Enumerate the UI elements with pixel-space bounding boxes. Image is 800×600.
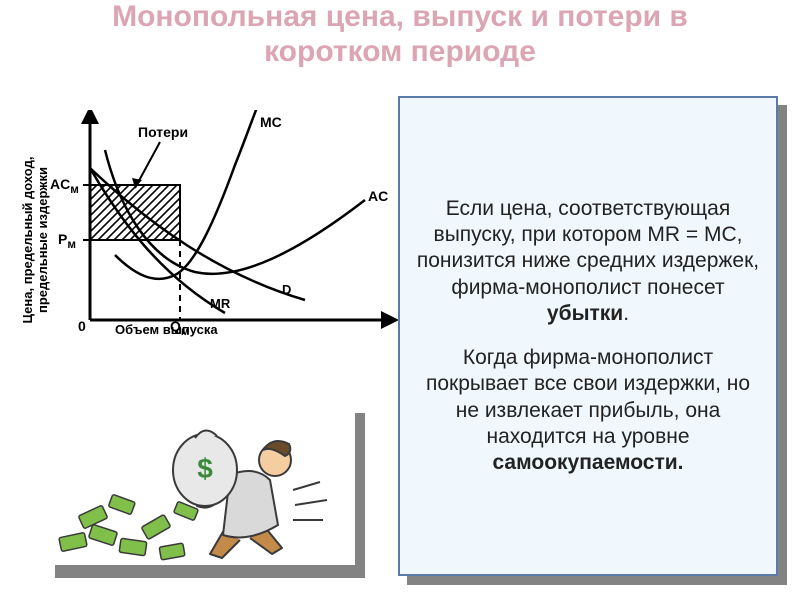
pm-tick-label: Pм: [58, 231, 76, 251]
paragraph-2: Когда фирма-монополист покрывает все сво…: [416, 345, 760, 476]
y-axis-label: Цена, предельный доход, предельные издер…: [20, 135, 50, 345]
mr-label: MR: [210, 296, 230, 311]
svg-text:$: $: [197, 453, 213, 484]
acm-tick-label: ACм: [50, 176, 79, 196]
mc-label: MC: [260, 114, 282, 130]
explanation-textbox: Если цена, соответствующая выпуску, при …: [398, 96, 778, 576]
x-axis-label: Объем выпуска: [115, 322, 218, 337]
d-label: D: [282, 282, 291, 297]
ac-label: AC: [368, 188, 388, 204]
slide-title: Монопольная цена, выпуск и потери в коро…: [0, 0, 800, 69]
paragraph-1: Если цена, соответствующая выпуску, при …: [416, 196, 760, 327]
qm-label: Qм: [170, 318, 190, 338]
cartoon-money-runner: $: [45, 400, 355, 565]
monopoly-loss-chart: Цена, предельный доход, предельные издер…: [20, 110, 400, 350]
potери-label: Потери: [138, 124, 188, 140]
origin-label: 0: [78, 318, 86, 334]
